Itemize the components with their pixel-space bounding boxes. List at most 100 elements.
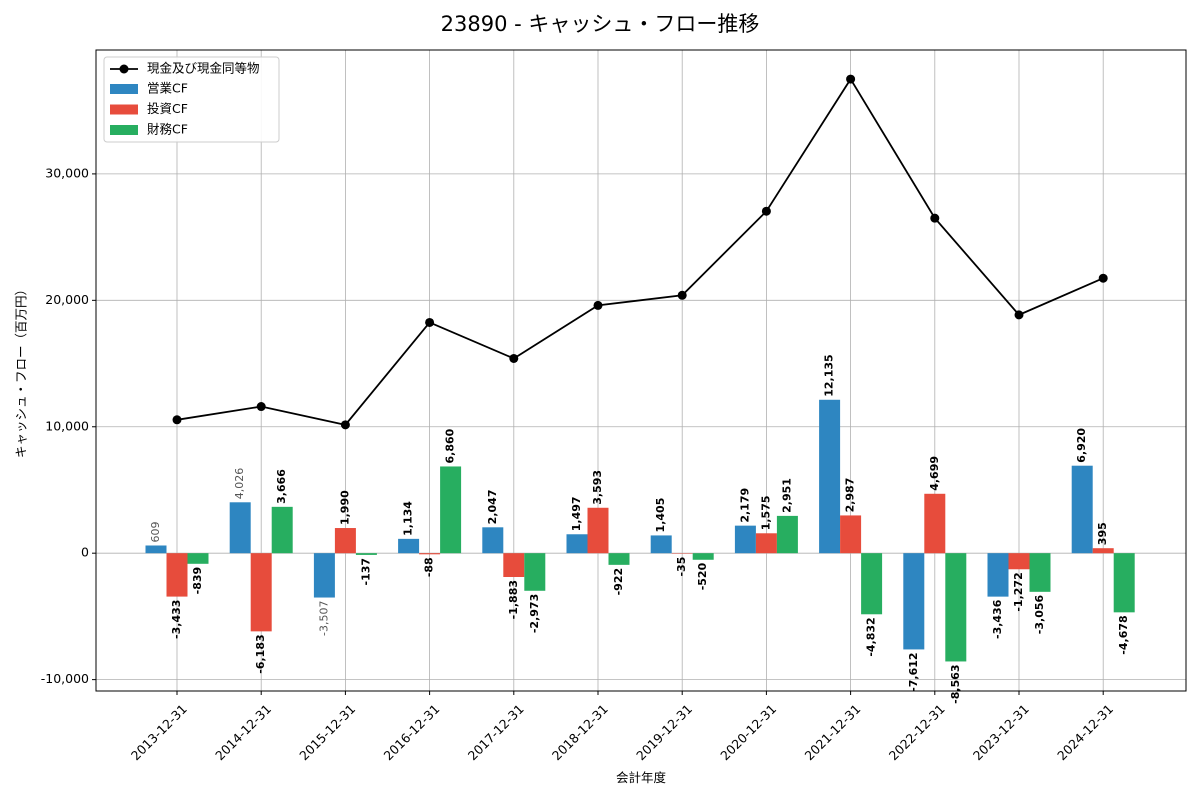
x-tick-label: 2014-12-31 [212,701,274,763]
bar-investing [166,553,188,597]
x-tick-label: 2023-12-31 [970,701,1032,763]
bar-financing [271,506,293,554]
plot-frame [95,49,1187,692]
data-label: -3,436 [991,599,1004,639]
bar-investing [1008,553,1030,570]
bar-financing [1113,553,1135,613]
data-label: -3,056 [1033,594,1046,634]
bar-investing [840,515,862,554]
data-label: -35 [675,557,688,577]
y-tick-label: -10,000 [41,671,89,686]
bar-investing [1092,548,1114,554]
bar-investing [419,553,441,555]
data-label: 1,134 [402,501,415,536]
y-tick-label: 30,000 [45,165,89,180]
data-label: -137 [359,558,372,586]
x-tick-label: 2021-12-31 [802,701,864,763]
y-tick-label: 10,000 [45,418,89,433]
bar-investing [503,553,525,577]
bar-financing [1029,553,1051,592]
cash-line [176,77,1104,426]
data-label: 2,179 [738,488,751,523]
data-label: 1,405 [654,498,667,533]
cash-point [256,402,266,412]
bar-operating [229,502,251,554]
bar-operating [398,538,420,554]
data-label: -2,973 [528,594,541,633]
bar-financing [524,553,546,591]
legend-label: 現金及び現金同等物 [147,61,260,76]
data-label: 1,497 [570,496,583,531]
bar-operating [566,534,588,554]
bar-financing [692,553,714,560]
data-label: -3,433 [170,600,183,639]
legend-swatch [110,104,138,115]
y-axis-title: キャッシュ・フロー（百万円） [14,283,29,458]
x-tick-label: 2024-12-31 [1054,701,1116,763]
data-label: -1,883 [507,580,520,619]
bar-financing [861,553,883,615]
x-tick-label: 2016-12-31 [381,701,443,763]
bar-operating [482,527,504,554]
x-tick-label: 2015-12-31 [296,701,358,763]
bar-investing [587,507,609,554]
bar-operating [903,553,925,650]
bar-operating [819,399,841,554]
bar-operating [734,525,756,554]
bar-investing [924,493,946,554]
legend-box [103,56,280,143]
data-label: 1,990 [338,490,351,525]
data-label: 3,593 [591,470,604,505]
x-tick-label: 2018-12-31 [549,701,611,763]
cash-point [761,206,771,216]
data-label: -520 [696,562,709,590]
bar-financing [776,515,798,554]
bar-investing [250,553,272,632]
data-label: -4,678 [1117,615,1130,654]
bar-investing [334,528,356,554]
bar-financing [608,553,630,565]
y-tick-label: 20,000 [45,292,89,307]
x-tick-label: 2017-12-31 [465,701,527,763]
legend-line-marker [119,64,129,74]
data-label: 1,575 [759,495,772,530]
x-tick-label: 2022-12-31 [886,701,948,763]
cash-point [1098,273,1108,283]
legend-swatch [110,84,138,94]
data-label: -88 [423,557,436,577]
bar-investing [755,533,777,554]
data-label: 3,666 [275,469,288,504]
x-axis-title: 会計年度 [616,770,667,785]
chart-title: 23890 - キャッシュ・フロー推移 [440,12,760,36]
bar-financing [440,466,462,554]
legend-label: 投資CF [147,101,188,116]
data-label: 4,699 [928,456,941,491]
legend-label: 財務CF [147,122,188,137]
data-label: 395 [1096,522,1109,545]
y-tick-label: 0 [81,545,89,560]
bar-operating [313,553,335,598]
bar-financing [945,553,967,662]
data-label: -1,272 [1012,572,1025,611]
data-label: 6,860 [444,428,457,463]
data-label: -3,507 [317,601,330,636]
cash-point [340,420,350,430]
cash-point [930,213,940,223]
data-label: 6,920 [1075,428,1088,463]
bar-operating [650,535,672,554]
legend-label: 営業CF [147,81,188,96]
data-label: 2,047 [486,490,499,525]
cash-point [593,300,603,310]
data-label: 2,951 [780,478,793,513]
x-tick-label: 2019-12-31 [633,701,695,763]
x-tick-label: 2020-12-31 [717,701,779,763]
data-label: 609 [149,521,162,542]
data-label: -922 [612,568,625,596]
bar-financing [187,553,209,564]
data-label: -7,612 [907,652,920,691]
cash-point [509,353,519,363]
bar-operating [1071,465,1093,554]
